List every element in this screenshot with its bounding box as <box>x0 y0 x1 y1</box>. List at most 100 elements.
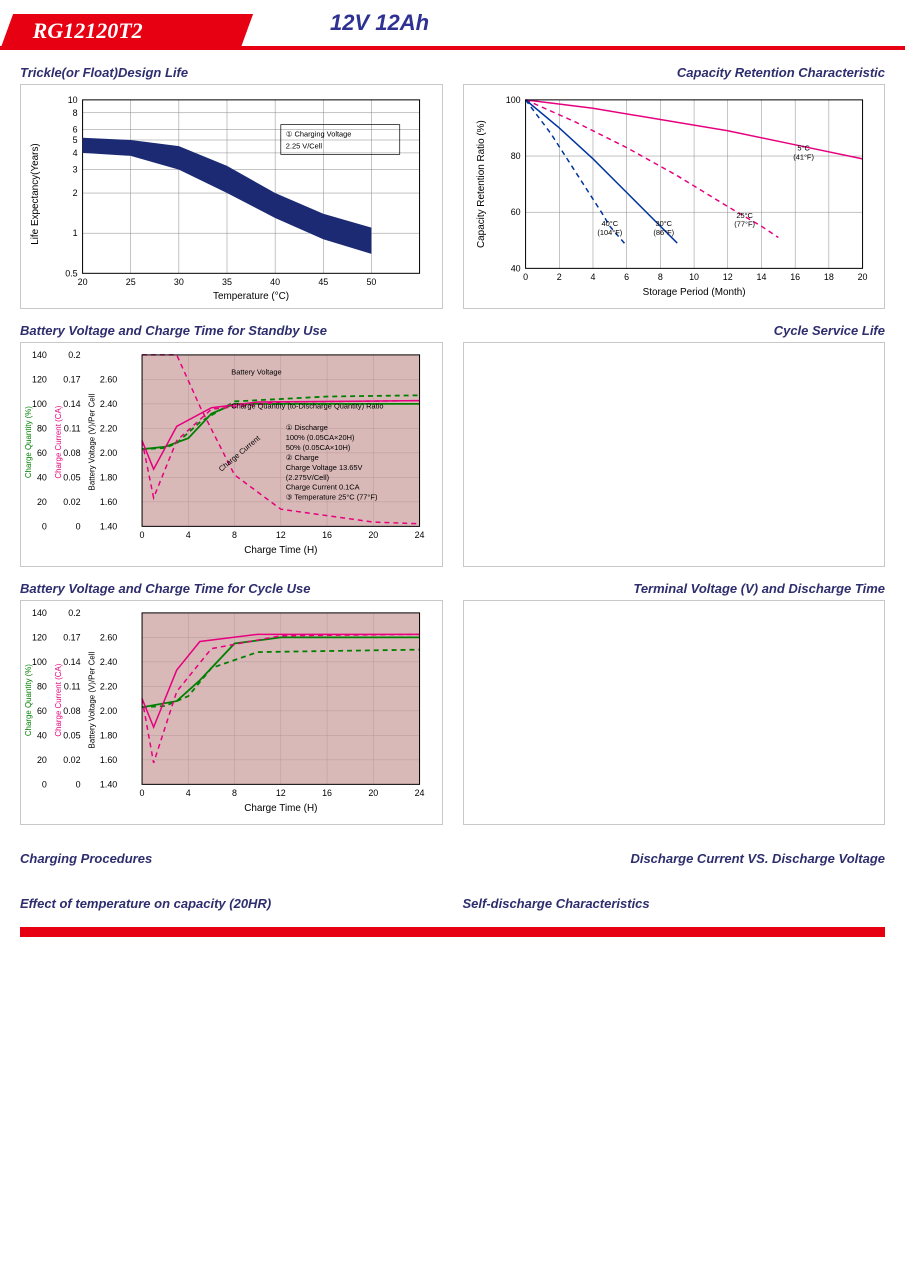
svg-text:20: 20 <box>368 530 378 540</box>
svg-text:0.14: 0.14 <box>63 657 80 667</box>
svg-text:12: 12 <box>276 530 286 540</box>
chart-title: Terminal Voltage (V) and Discharge Time <box>463 581 886 596</box>
svg-text:5: 5 <box>73 135 78 145</box>
footer-bar <box>20 927 885 937</box>
svg-text:2.25 V/Cell: 2.25 V/Cell <box>286 141 323 150</box>
svg-text:0: 0 <box>76 521 81 531</box>
header-spec: 12V 12Ah <box>330 10 429 36</box>
svg-text:5°C: 5°C <box>797 143 810 152</box>
svg-text:20: 20 <box>78 277 88 287</box>
table-discharge-current-voltage: Discharge Current VS. Discharge Voltage <box>463 839 886 870</box>
svg-text:120: 120 <box>32 374 47 384</box>
chart-cycle-charge: Battery Voltage and Charge Time for Cycl… <box>20 581 443 825</box>
svg-text:20: 20 <box>368 788 378 798</box>
svg-text:Charge Quantity (%): Charge Quantity (%) <box>24 664 33 736</box>
svg-text:Charge Voltage 13.65V: Charge Voltage 13.65V <box>286 463 363 472</box>
svg-text:1.60: 1.60 <box>100 755 117 765</box>
svg-text:2: 2 <box>556 272 561 282</box>
svg-text:8: 8 <box>73 108 78 118</box>
chart-terminal-voltage: Terminal Voltage (V) and Discharge Time <box>463 581 886 825</box>
chart-cycle-life: Cycle Service Life <box>463 323 886 567</box>
table-title: Charging Procedures <box>20 851 443 866</box>
svg-text:140: 140 <box>32 608 47 618</box>
svg-text:2.20: 2.20 <box>100 423 117 433</box>
svg-text:0.11: 0.11 <box>64 681 81 691</box>
svg-text:35: 35 <box>222 277 232 287</box>
table-title: Discharge Current VS. Discharge Voltage <box>463 851 886 866</box>
svg-text:0.2: 0.2 <box>68 350 80 360</box>
svg-text:Storage Period (Month): Storage Period (Month) <box>642 287 745 298</box>
svg-text:① Discharge: ① Discharge <box>286 423 328 432</box>
svg-text:1.40: 1.40 <box>100 521 117 531</box>
svg-text:40: 40 <box>270 277 280 287</box>
svg-text:0: 0 <box>140 788 145 798</box>
svg-text:10: 10 <box>68 95 78 105</box>
svg-text:1.80: 1.80 <box>100 472 117 482</box>
svg-text:2: 2 <box>73 188 78 198</box>
svg-text:4: 4 <box>186 788 191 798</box>
chart-standby-charge: Battery Voltage and Charge Time for Stan… <box>20 323 443 567</box>
svg-text:60: 60 <box>37 706 47 716</box>
chart-title: Battery Voltage and Charge Time for Cycl… <box>20 581 443 596</box>
svg-text:20: 20 <box>37 755 47 765</box>
svg-text:12: 12 <box>722 272 732 282</box>
table-title: Effect of temperature on capacity (20HR) <box>20 896 443 911</box>
svg-text:(86°F): (86°F) <box>653 228 674 237</box>
svg-text:3: 3 <box>73 165 78 175</box>
svg-text:0.05: 0.05 <box>63 730 80 740</box>
chart-title: Cycle Service Life <box>463 323 886 338</box>
table-temperature-capacity: Effect of temperature on capacity (20HR) <box>20 884 443 915</box>
svg-text:8: 8 <box>232 788 237 798</box>
table-self-discharge: Self-discharge Characteristics <box>463 884 886 915</box>
svg-text:100% (0.05CA×20H): 100% (0.05CA×20H) <box>286 433 355 442</box>
svg-text:18: 18 <box>823 272 833 282</box>
svg-text:1: 1 <box>73 228 78 238</box>
svg-text:2.00: 2.00 <box>100 706 117 716</box>
chart-title: Battery Voltage and Charge Time for Stan… <box>20 323 443 338</box>
svg-text:80: 80 <box>37 423 47 433</box>
svg-text:60: 60 <box>510 207 520 217</box>
svg-text:2.00: 2.00 <box>100 448 117 458</box>
svg-text:Charge Current 0.1CA: Charge Current 0.1CA <box>286 483 360 492</box>
svg-text:8: 8 <box>232 530 237 540</box>
svg-text:80: 80 <box>37 681 47 691</box>
svg-text:2.20: 2.20 <box>100 681 117 691</box>
svg-text:Charge Quantity (to-Discharge: Charge Quantity (to-Discharge Quantity) … <box>231 401 383 410</box>
svg-text:0.17: 0.17 <box>63 374 80 384</box>
svg-text:0.2: 0.2 <box>68 608 80 618</box>
svg-text:Charge Time (H): Charge Time (H) <box>244 803 317 814</box>
model-number: RG12120T2 <box>8 14 248 44</box>
svg-text:100: 100 <box>32 399 47 409</box>
svg-text:120: 120 <box>32 632 47 642</box>
svg-text:Charge Time (H): Charge Time (H) <box>244 545 317 556</box>
svg-text:0: 0 <box>42 521 47 531</box>
table-title: Self-discharge Characteristics <box>463 896 886 911</box>
svg-text:0.14: 0.14 <box>63 399 80 409</box>
svg-text:0.02: 0.02 <box>63 755 80 765</box>
svg-text:60: 60 <box>37 448 47 458</box>
svg-text:100: 100 <box>32 657 47 667</box>
svg-text:Life Expectancy(Years): Life Expectancy(Years) <box>30 143 41 245</box>
svg-text:Battery Voltage: Battery Voltage <box>231 368 281 377</box>
svg-text:2.40: 2.40 <box>100 399 117 409</box>
svg-text:0.17: 0.17 <box>63 632 80 642</box>
svg-text:50% (0.05CA×10H): 50% (0.05CA×10H) <box>286 443 351 452</box>
svg-text:45: 45 <box>318 277 328 287</box>
svg-text:0.02: 0.02 <box>63 497 80 507</box>
svg-text:4: 4 <box>590 272 595 282</box>
svg-text:140: 140 <box>32 350 47 360</box>
svg-text:50: 50 <box>366 277 376 287</box>
svg-text:25: 25 <box>126 277 136 287</box>
svg-text:Charge Current (CA): Charge Current (CA) <box>54 663 63 736</box>
svg-text:2.40: 2.40 <box>100 657 117 667</box>
svg-text:25°C: 25°C <box>736 211 753 220</box>
svg-text:② Charge: ② Charge <box>286 453 319 462</box>
svg-text:0.11: 0.11 <box>64 423 81 433</box>
svg-text:100: 100 <box>505 95 520 105</box>
svg-text:0.5: 0.5 <box>65 268 77 278</box>
svg-text:2.60: 2.60 <box>100 374 117 384</box>
svg-text:③ Temperature 25°C (77°F): ③ Temperature 25°C (77°F) <box>286 493 378 502</box>
svg-text:0: 0 <box>523 272 528 282</box>
svg-text:80: 80 <box>510 151 520 161</box>
svg-text:12: 12 <box>276 788 286 798</box>
